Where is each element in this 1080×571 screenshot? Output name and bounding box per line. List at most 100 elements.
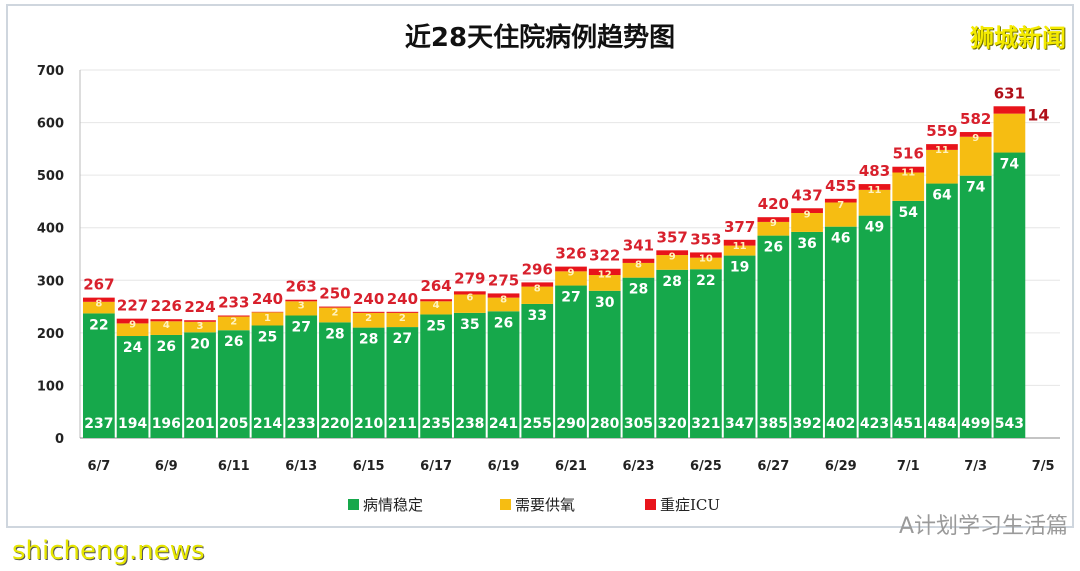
data-label-icu: 9 xyxy=(669,251,676,262)
data-label-stable: 214 xyxy=(253,416,282,432)
data-label-icu: 2 xyxy=(399,313,406,324)
data-label-total: 279 xyxy=(454,269,485,287)
data-label-oxygen: 28 xyxy=(325,326,344,342)
data-label-oxygen: 28 xyxy=(662,274,681,290)
data-label-oxygen: 27 xyxy=(393,331,412,347)
data-label-oxygen: 54 xyxy=(898,205,918,221)
bar-icu xyxy=(116,318,149,324)
data-label-oxygen: 28 xyxy=(629,282,648,298)
bar-icu xyxy=(723,239,756,246)
data-label-stable: 211 xyxy=(388,416,417,432)
x-tick-label: 6/7 xyxy=(87,459,110,474)
bar-icu xyxy=(757,217,790,222)
bar-stable xyxy=(251,325,284,438)
data-label-stable: 201 xyxy=(185,416,214,432)
bar-oxygen xyxy=(487,297,520,312)
data-label-total: 455 xyxy=(825,177,856,195)
bar-stable xyxy=(285,315,318,438)
bar-stable xyxy=(116,336,149,438)
watermark-top-right: 狮城新闻 xyxy=(970,24,1066,52)
data-label-oxygen: 74 xyxy=(1000,157,1020,173)
bar-oxygen xyxy=(791,212,823,232)
bar-oxygen xyxy=(622,262,655,278)
bar-icu xyxy=(487,293,520,298)
data-label-stable: 347 xyxy=(725,416,754,432)
data-label-stable: 392 xyxy=(792,416,821,432)
bar-stable xyxy=(993,152,1026,438)
bar-stable xyxy=(791,231,823,438)
bar-icu xyxy=(352,311,385,313)
data-label-oxygen: 49 xyxy=(865,220,884,236)
bar-icu xyxy=(521,282,554,287)
data-label-total: 420 xyxy=(758,195,789,213)
y-tick-label: 700 xyxy=(37,64,64,79)
y-tick-label: 500 xyxy=(37,169,64,184)
bar-icu xyxy=(83,297,115,302)
bar-icu xyxy=(588,268,621,276)
bar-icu xyxy=(555,266,587,272)
data-label-oxygen: 24 xyxy=(123,340,143,356)
bar-icu xyxy=(892,166,925,173)
data-label-stable: 233 xyxy=(287,416,316,432)
data-label-stable: 320 xyxy=(658,416,687,432)
data-label-stable: 235 xyxy=(421,416,450,432)
bar-stable xyxy=(420,314,452,438)
data-label-icu: 12 xyxy=(598,270,612,281)
data-label-stable: 237 xyxy=(84,416,113,432)
bar-stable xyxy=(352,327,385,438)
data-label-icu: 3 xyxy=(298,301,305,312)
data-label-oxygen: 35 xyxy=(460,317,479,333)
bar-icu xyxy=(285,299,318,302)
bar-oxygen xyxy=(217,316,250,331)
data-label-stable: 484 xyxy=(927,416,956,432)
data-label-total: 226 xyxy=(151,297,182,315)
bar-icu xyxy=(993,106,1026,114)
data-label-stable: 210 xyxy=(354,416,383,432)
legend-label: 重症ICU xyxy=(660,496,720,514)
bar-icu xyxy=(858,184,891,190)
data-label-total: 250 xyxy=(319,285,350,303)
bar-icu xyxy=(184,320,216,322)
data-label-stable: 423 xyxy=(860,416,889,432)
bar-stable xyxy=(723,255,756,438)
data-label-total: 559 xyxy=(926,122,957,140)
bar-icu xyxy=(150,319,183,322)
data-label-icu: 4 xyxy=(433,300,440,311)
data-label-stable: 543 xyxy=(995,416,1024,432)
bar-oxygen xyxy=(588,275,621,291)
data-label-stable: 385 xyxy=(759,416,788,432)
data-label-total: 377 xyxy=(724,218,755,236)
legend-swatch xyxy=(500,499,511,510)
data-label-icu: 6 xyxy=(466,292,473,303)
bar-stable xyxy=(487,311,520,438)
data-label-total: 240 xyxy=(353,290,384,308)
x-tick-label: 6/11 xyxy=(218,459,250,474)
data-label-icu: 11 xyxy=(868,185,882,196)
data-label-icu: 9 xyxy=(804,209,811,220)
x-tick-label: 6/23 xyxy=(623,459,655,474)
bar-icu xyxy=(251,311,284,313)
x-tick-label: 6/9 xyxy=(155,459,178,474)
bar-stable xyxy=(656,269,689,438)
data-label-oxygen: 26 xyxy=(224,334,243,350)
data-label-icu: 9 xyxy=(568,268,575,279)
data-label-stable: 290 xyxy=(556,416,585,432)
data-label-icu: 1 xyxy=(264,313,271,324)
bar-icu xyxy=(319,306,351,308)
data-label-total: 437 xyxy=(791,186,822,204)
bar-stable xyxy=(184,332,216,438)
data-label-oxygen: 74 xyxy=(966,180,986,196)
bar-icu xyxy=(690,252,722,258)
x-tick-label: 6/17 xyxy=(420,459,452,474)
data-label-oxygen: 26 xyxy=(494,315,513,331)
bar-oxygen xyxy=(116,323,149,337)
bar-stable xyxy=(588,290,621,438)
data-label-total: 224 xyxy=(184,298,215,316)
y-tick-label: 300 xyxy=(37,274,64,289)
data-label-oxygen: 22 xyxy=(89,317,108,333)
legend-label: 需要供氧 xyxy=(515,496,575,514)
data-label-total: 263 xyxy=(286,278,317,296)
data-label-total: 582 xyxy=(960,110,991,128)
x-tick-label: 6/29 xyxy=(825,459,857,474)
